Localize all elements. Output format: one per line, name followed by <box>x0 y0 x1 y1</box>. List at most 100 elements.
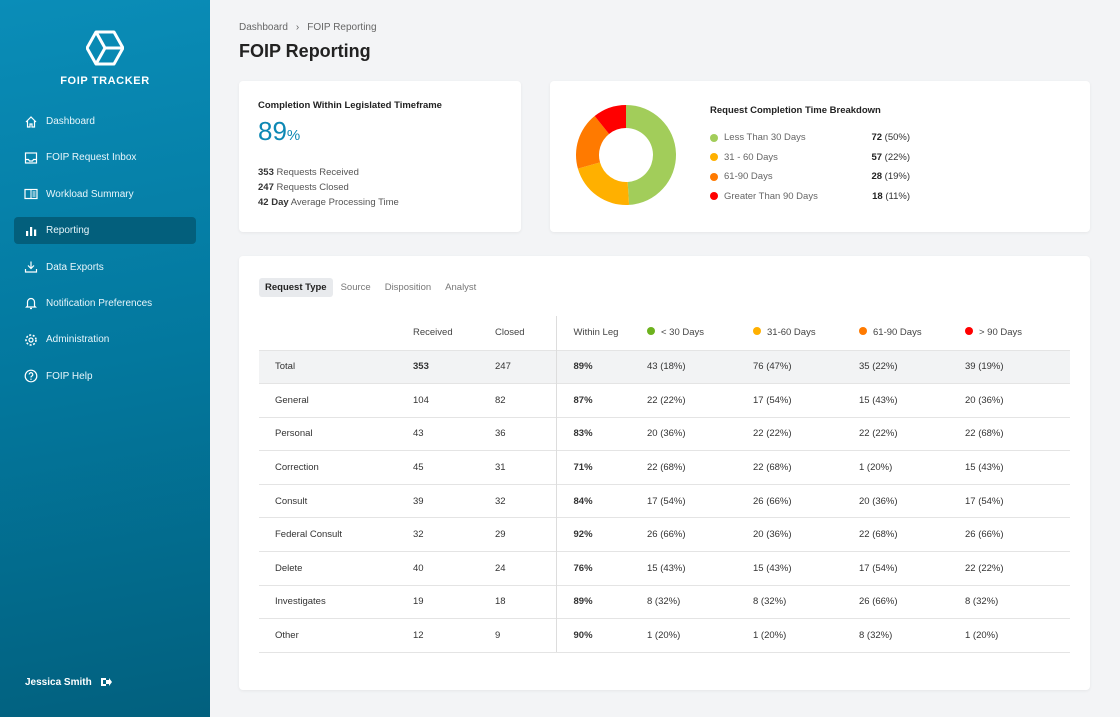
sidebar-nav: Dashboard FOIP Request Inbox Workload Summ… <box>14 108 196 399</box>
sidebar-item-reporting[interactable]: Reporting <box>14 217 196 245</box>
table-cell: 32 <box>413 517 495 552</box>
table-cell: Personal <box>259 416 413 451</box>
sidebar-item-foip-help[interactable]: FOIP Help <box>14 363 196 390</box>
table-row: Consult 39 32 84% 17 (54%) 26 (66%) 20 (36%) 17… <box>259 483 1070 518</box>
table-cell: 92% <box>556 517 647 552</box>
breadcrumb-dashboard[interactable]: Dashboard <box>239 22 288 33</box>
completion-unit: % <box>286 127 301 144</box>
table-cell: 32 <box>495 483 557 518</box>
inbox-icon <box>24 152 38 164</box>
user-name: Jessica Smith <box>25 676 92 688</box>
help-icon <box>24 369 38 383</box>
sidebar-item-foip-request-inbox[interactable]: FOIP Request Inbox <box>14 144 196 171</box>
table-cell: 76 (47%) <box>753 349 859 384</box>
table-cell: 17 (54%) <box>965 483 1070 518</box>
tab-request-type[interactable]: Request Type <box>259 278 333 297</box>
tab-disposition[interactable]: Disposition <box>384 282 432 293</box>
column-header-label: Closed <box>495 327 525 339</box>
table-cell: 71% <box>556 450 647 485</box>
column-header <box>259 316 413 350</box>
table-cell: General <box>259 383 413 418</box>
table-cell: 39 (19%) <box>965 349 1070 384</box>
sidebar-item-label: Dashboard <box>46 116 95 127</box>
table-cell: 17 (54%) <box>859 551 965 586</box>
table-cell: Total <box>259 349 413 384</box>
column-dot <box>753 327 761 336</box>
column-dot <box>965 327 973 336</box>
completion-card: Completion Within Legislated Timeframe 8… <box>239 81 521 232</box>
tab-source[interactable]: Source <box>340 282 371 293</box>
table-cell: 24 <box>495 551 557 586</box>
table-cell: 22 (68%) <box>859 517 965 552</box>
legend-label: Less Than 30 Days <box>724 132 806 144</box>
table-cell: Investigates <box>259 584 413 619</box>
breadcrumb: Dashboard › FOIP Reporting <box>239 22 385 33</box>
legend-dot <box>710 192 718 201</box>
user-info: Jessica Smith <box>25 676 112 688</box>
column-dot <box>859 327 867 336</box>
legend-count: 72 <box>871 132 883 144</box>
table-cell: 20 (36%) <box>647 416 753 451</box>
table-cell: 15 (43%) <box>753 551 859 586</box>
table-row: Correction 45 31 71% 22 (68%) 22 (68%) 1 (20%)… <box>259 450 1070 485</box>
column-header: Received <box>413 316 495 350</box>
table-cell: 8 (32%) <box>647 584 753 619</box>
table-cell: 43 <box>413 416 495 451</box>
chart-legend: Less Than 30 Days 72 (50%) 31 - 60 Days 57 … <box>710 128 910 206</box>
sidebar-item-data-exports[interactable]: Data Exports <box>14 254 196 281</box>
report-table: Received Closed Within Leg < 30 Days 31-60 D… <box>259 316 1070 653</box>
column-header-label: < 30 Days <box>661 327 705 339</box>
stat-line: 42 Day Average Processing Time <box>258 195 399 210</box>
logout-icon[interactable] <box>100 676 112 688</box>
table-cell: 18 <box>495 584 557 619</box>
legend-dot <box>710 172 718 181</box>
table-cell: 83% <box>556 416 647 451</box>
table-cell: 22 (68%) <box>753 450 859 485</box>
table-total-row: Total 353 247 89% 43 (18%) 76 (47%) 35 (22%) 39… <box>259 349 1070 384</box>
table-cell: 20 (36%) <box>859 483 965 518</box>
table-cell: 89% <box>556 584 647 619</box>
table-cell: 40 <box>413 551 495 586</box>
table-row: Investigates 19 18 89% 8 (32%) 8 (32%) 26 (66%… <box>259 584 1070 619</box>
column-header: Closed <box>495 316 557 350</box>
donut-chart <box>576 105 676 205</box>
table-cell: 39 <box>413 483 495 518</box>
sidebar-item-administration[interactable]: Administration <box>14 326 196 353</box>
column-header-label: Within Leg <box>573 327 619 339</box>
completion-percent: 89% <box>258 116 300 147</box>
table-cell: Delete <box>259 551 413 586</box>
home-icon <box>25 115 37 128</box>
table-cell: 29 <box>495 517 557 552</box>
column-header-label: 31-60 Days <box>767 327 816 339</box>
legend-value: 18 (11%) <box>872 191 910 202</box>
legend-percent: (50%) <box>884 132 910 144</box>
table-cell: 84% <box>556 483 647 518</box>
table-cell: 20 (36%) <box>753 517 859 552</box>
column-header: Within Leg <box>556 316 647 350</box>
stat-label: Requests Received <box>273 167 359 178</box>
table-header-row: Received Closed Within Leg < 30 Days 31-60 D… <box>259 316 1070 350</box>
sidebar-item-label: Reporting <box>46 225 90 237</box>
column-dot <box>647 327 655 336</box>
table-cell: 15 (43%) <box>647 551 753 586</box>
table-cell: 8 (32%) <box>965 584 1070 619</box>
legend-label: 31 - 60 Days <box>724 151 778 163</box>
donut-slice-3 <box>594 105 626 134</box>
table-cell: Federal Consult <box>259 517 413 552</box>
stat-label: Requests Closed <box>273 182 349 193</box>
stat-line: 247 Requests Closed <box>258 180 399 195</box>
table-cell: 26 (66%) <box>753 483 859 518</box>
donut-slice-1 <box>577 162 630 205</box>
legend-value: 57 (22%) <box>871 152 910 163</box>
tab-analyst[interactable]: Analyst <box>445 282 477 293</box>
column-header: > 90 Days <box>965 316 1070 350</box>
sidebar-item-label: Notification Preferences <box>46 297 153 309</box>
table-cell: 89% <box>556 349 647 384</box>
sidebar-item-workload-summary[interactable]: Workload Summary <box>14 181 196 208</box>
table-cell: 8 (32%) <box>753 584 859 619</box>
table-cell: 26 (66%) <box>965 517 1070 552</box>
stat-value: 247 <box>258 182 274 193</box>
sidebar-item-dashboard[interactable]: Dashboard <box>14 108 196 135</box>
sidebar-item-notification-preferences[interactable]: Notification Preferences <box>14 290 196 317</box>
donut-slice-0 <box>626 105 676 205</box>
